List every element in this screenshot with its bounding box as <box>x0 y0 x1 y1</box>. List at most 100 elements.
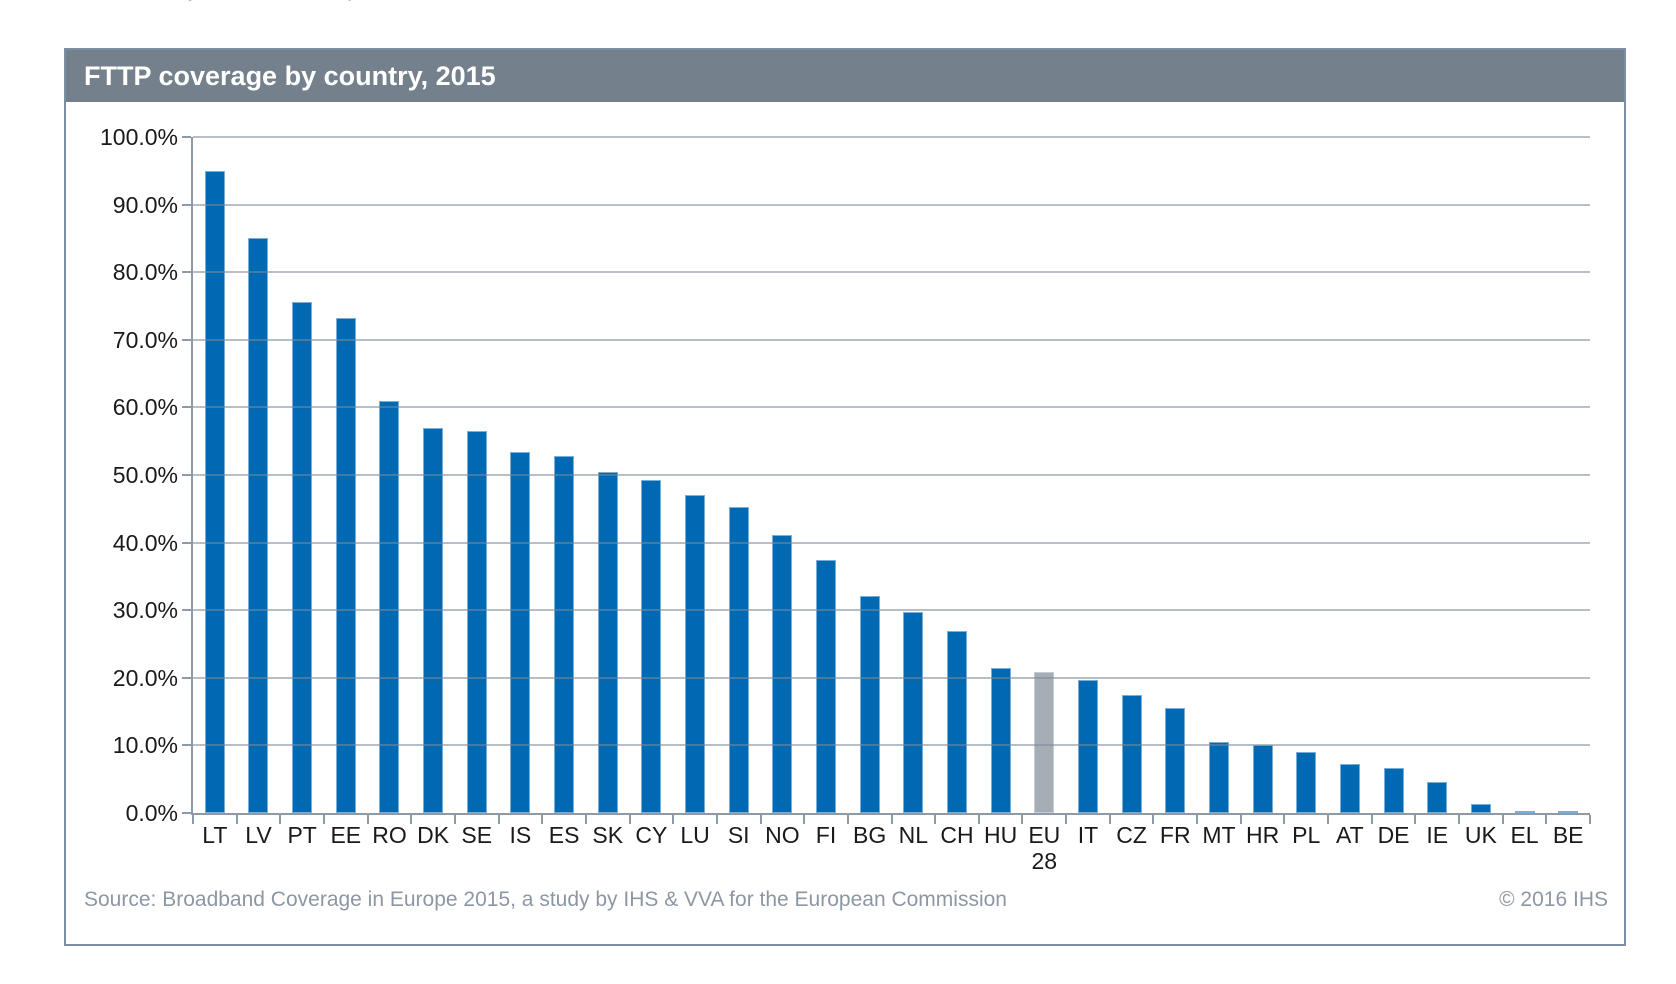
x-axis-label: NL <box>898 822 929 848</box>
x-axis-label: CH <box>940 822 974 848</box>
y-axis-label: 40.0% <box>112 529 178 556</box>
gridline <box>193 406 1590 409</box>
cropped-text-fragment: y p <box>188 0 488 6</box>
x-axis-label: IT <box>1077 822 1099 848</box>
y-axis-label: 0.0% <box>125 800 178 826</box>
x-axis-tick <box>1458 815 1461 824</box>
y-axis-label: 60.0% <box>112 394 178 421</box>
bar <box>466 431 487 813</box>
bar <box>641 480 662 813</box>
x-axis-tick <box>453 815 456 824</box>
copyright-text: © 2016 IHS <box>1499 888 1608 911</box>
gridline <box>193 609 1590 612</box>
bar <box>728 507 749 813</box>
bar <box>292 301 313 813</box>
x-axis-label: DK <box>417 822 450 848</box>
x-axis-label: ES <box>548 822 580 848</box>
x-axis-tick <box>803 815 806 824</box>
x-axis-tick <box>366 815 369 824</box>
bar <box>335 318 356 813</box>
y-axis-label: 10.0% <box>112 732 178 759</box>
chart-container: FTTP coverage by country, 2015 LT LV PT EE R… <box>64 48 1626 946</box>
x-axis-tick <box>977 815 980 824</box>
x-axis-label: NO <box>765 822 800 848</box>
y-axis-tick <box>182 136 191 138</box>
y-axis-label: 100.0% <box>99 124 178 150</box>
x-axis-label: LT <box>202 822 228 848</box>
x-axis-tick <box>192 815 194 824</box>
y-axis-tick <box>182 744 191 747</box>
x-axis-label: PL <box>1292 822 1321 848</box>
bar <box>1252 745 1273 813</box>
bar <box>423 427 444 813</box>
bar <box>859 596 880 813</box>
bar <box>1165 707 1186 813</box>
plot-area: LT LV PT EE RO DK SE IS ES SK CY LU SI NO FI BG NL CH HU EU… <box>100 124 1591 874</box>
x-axis-label: EL <box>1510 822 1539 848</box>
y-axis-label: 50.0% <box>112 462 178 488</box>
bar <box>1339 763 1360 813</box>
bar <box>379 400 400 813</box>
x-axis-tick <box>1589 815 1591 824</box>
bar <box>816 559 837 813</box>
y-axis-tick <box>182 203 191 206</box>
x-axis-tick <box>890 815 893 824</box>
x-axis-label: SI <box>727 822 750 848</box>
gridline <box>193 338 1590 341</box>
x-axis-tick <box>322 815 325 824</box>
x-axis-tick <box>541 815 544 824</box>
x-axis-label: DE <box>1377 822 1410 848</box>
x-axis-tick <box>1239 815 1242 824</box>
bar <box>1296 752 1317 813</box>
x-axis-label: UK <box>1464 822 1497 848</box>
x-axis-label: SE <box>461 822 493 848</box>
y-axis-label: 70.0% <box>112 326 178 353</box>
y-axis-label: 80.0% <box>112 259 178 286</box>
y-axis-tick <box>182 271 191 274</box>
x-axis-label: LV <box>245 822 272 848</box>
x-axis-label: EE <box>330 822 362 848</box>
x-axis-label: IE <box>1426 822 1449 848</box>
x-axis-label: FI <box>815 822 837 848</box>
bar <box>1514 810 1535 813</box>
x-axis-tick <box>1501 815 1504 824</box>
bar <box>1427 781 1448 813</box>
y-axis-tick <box>182 474 191 476</box>
x-axis-tick <box>1283 815 1286 824</box>
gridline <box>193 744 1590 747</box>
x-axis-label: RO <box>372 822 407 848</box>
x-axis-label: EU 28 <box>1028 822 1061 874</box>
x-axis-tick <box>1414 815 1417 824</box>
x-axis-label: HU <box>984 822 1018 848</box>
y-axis-tick <box>182 406 191 409</box>
x-axis-tick <box>846 815 849 824</box>
bar <box>1077 679 1098 813</box>
y-axis-tick <box>182 812 191 814</box>
gridline <box>193 271 1590 274</box>
bar <box>248 238 269 813</box>
y-axis-label: 90.0% <box>112 191 178 218</box>
x-axis-label: CZ <box>1116 822 1147 848</box>
x-axis-tick <box>1021 815 1024 824</box>
x-axis-label: LU <box>680 822 710 848</box>
x-axis-label: IS <box>509 822 532 848</box>
gridline <box>193 136 1590 138</box>
bar <box>990 668 1011 813</box>
y-axis-label: 20.0% <box>112 664 178 691</box>
bar <box>685 495 706 813</box>
x-axis-label: HR <box>1245 822 1280 848</box>
y-axis-tick <box>182 541 191 544</box>
x-axis-tick <box>1327 815 1330 824</box>
x-axis-tick <box>715 815 718 824</box>
x-axis-label: CY <box>635 822 668 848</box>
x-axis-tick <box>628 815 631 824</box>
x-axis-line <box>191 813 1590 815</box>
x-axis-label: MT <box>1202 822 1236 848</box>
x-axis-tick <box>1065 815 1068 824</box>
bar <box>772 534 793 813</box>
y-axis-tick <box>182 338 191 341</box>
bar <box>946 631 967 813</box>
chart-title: FTTP coverage by country, 2015 <box>84 60 496 91</box>
x-axis-tick <box>235 815 238 824</box>
x-axis-label: BE <box>1552 822 1584 848</box>
